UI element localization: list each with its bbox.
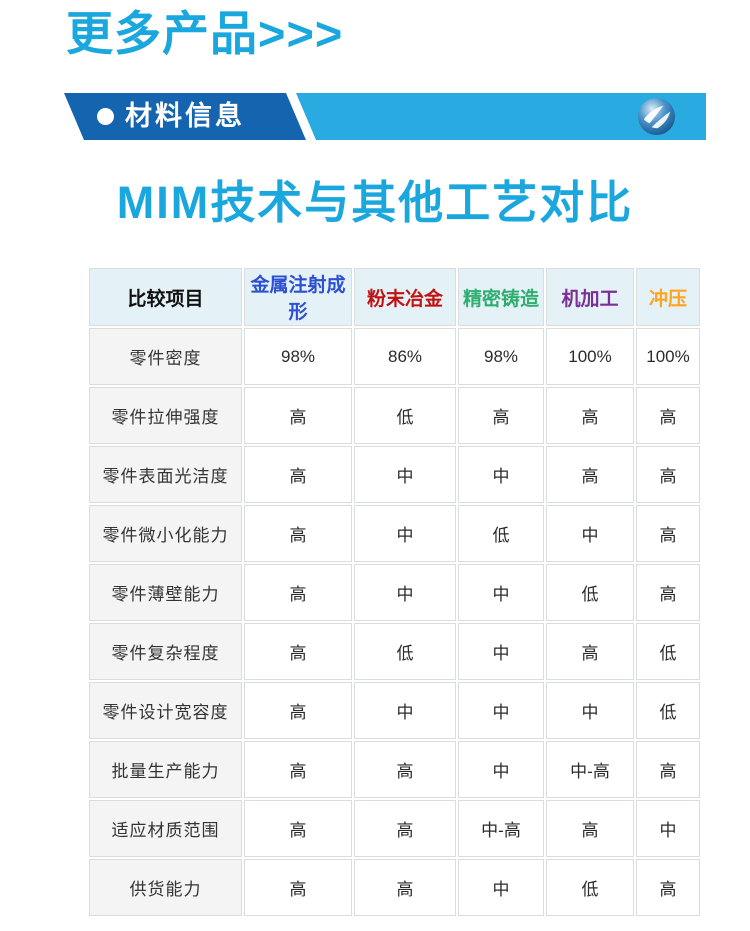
table-row: 零件设计宽容度 高 中 中 中 低 <box>89 682 700 739</box>
value-cell: 高 <box>636 505 700 562</box>
banner-label: 材料信息 <box>125 101 245 131</box>
row-label-cell: 零件薄壁能力 <box>89 564 242 621</box>
comparison-table: 比较项目 金属注射成形 粉末冶金 精密铸造 机加工 冲压 零件密度 98% 86… <box>87 266 702 918</box>
value-cell: 低 <box>354 623 456 680</box>
value-cell: 中-高 <box>546 741 634 798</box>
banner-background <box>64 93 706 140</box>
value-cell: 中 <box>458 741 544 798</box>
value-cell: 中 <box>354 505 456 562</box>
row-label-cell: 零件复杂程度 <box>89 623 242 680</box>
value-cell: 98% <box>244 328 352 385</box>
bullet-icon <box>97 108 114 125</box>
header-cell-machining: 机加工 <box>546 268 634 326</box>
value-cell: 低 <box>354 387 456 444</box>
header-cell-stamping: 冲压 <box>636 268 700 326</box>
company-logo-icon <box>637 97 676 136</box>
value-cell: 高 <box>546 387 634 444</box>
row-label-cell: 供货能力 <box>89 859 242 916</box>
header-cell-compare-item: 比较项目 <box>89 268 242 326</box>
table-row: 零件拉伸强度 高 低 高 高 高 <box>89 387 700 444</box>
value-cell: 中 <box>458 859 544 916</box>
table-row: 批量生产能力 高 高 中 中-高 高 <box>89 741 700 798</box>
value-cell: 高 <box>636 741 700 798</box>
value-cell: 中 <box>458 623 544 680</box>
value-cell: 高 <box>244 800 352 857</box>
comparison-table-wrap: 比较项目 金属注射成形 粉末冶金 精密铸造 机加工 冲压 零件密度 98% 86… <box>87 266 702 918</box>
value-cell: 中 <box>546 505 634 562</box>
value-cell: 高 <box>546 446 634 503</box>
value-cell: 高 <box>354 741 456 798</box>
value-cell: 98% <box>458 328 544 385</box>
value-cell: 高 <box>636 859 700 916</box>
value-cell: 中 <box>458 682 544 739</box>
row-label-cell: 批量生产能力 <box>89 741 242 798</box>
banner-light-parallelogram <box>296 93 706 140</box>
value-cell: 高 <box>354 859 456 916</box>
value-cell: 高 <box>244 505 352 562</box>
value-cell: 高 <box>244 387 352 444</box>
table-row: 供货能力 高 高 中 低 高 <box>89 859 700 916</box>
row-label-cell: 零件表面光洁度 <box>89 446 242 503</box>
row-label-cell: 零件密度 <box>89 328 242 385</box>
row-label-cell: 适应材质范围 <box>89 800 242 857</box>
value-cell: 高 <box>458 387 544 444</box>
value-cell: 低 <box>636 623 700 680</box>
value-cell: 高 <box>244 859 352 916</box>
value-cell: 中 <box>354 446 456 503</box>
value-cell: 高 <box>244 741 352 798</box>
material-info-banner: 材料信息 <box>0 93 750 140</box>
more-products-link[interactable]: 更多产品>>> <box>66 7 344 60</box>
row-label-cell: 零件拉伸强度 <box>89 387 242 444</box>
value-cell: 高 <box>244 564 352 621</box>
value-cell: 低 <box>546 859 634 916</box>
value-cell: 高 <box>636 446 700 503</box>
value-cell: 高 <box>244 682 352 739</box>
value-cell: 高 <box>546 800 634 857</box>
value-cell: 中 <box>458 564 544 621</box>
header-cell-mim: 金属注射成形 <box>244 268 352 326</box>
value-cell: 高 <box>636 387 700 444</box>
value-cell: 低 <box>546 564 634 621</box>
table-row: 零件密度 98% 86% 98% 100% 100% <box>89 328 700 385</box>
table-row: 零件微小化能力 高 中 低 中 高 <box>89 505 700 562</box>
header-cell-precision-casting: 精密铸造 <box>458 268 544 326</box>
value-cell: 中-高 <box>458 800 544 857</box>
value-cell: 中 <box>354 682 456 739</box>
value-cell: 高 <box>354 800 456 857</box>
table-row: 适应材质范围 高 高 中-高 高 中 <box>89 800 700 857</box>
value-cell: 中 <box>458 446 544 503</box>
value-cell: 低 <box>458 505 544 562</box>
value-cell: 100% <box>636 328 700 385</box>
table-row: 零件薄壁能力 高 中 中 低 高 <box>89 564 700 621</box>
table-row: 零件复杂程度 高 低 中 高 低 <box>89 623 700 680</box>
table-header-row: 比较项目 金属注射成形 粉末冶金 精密铸造 机加工 冲压 <box>89 268 700 326</box>
value-cell: 高 <box>546 623 634 680</box>
value-cell: 低 <box>636 682 700 739</box>
page-title: MIM技术与其他工艺对比 <box>116 177 634 228</box>
row-label-cell: 零件设计宽容度 <box>89 682 242 739</box>
value-cell: 86% <box>354 328 456 385</box>
value-cell: 中 <box>354 564 456 621</box>
value-cell: 100% <box>546 328 634 385</box>
value-cell: 中 <box>546 682 634 739</box>
value-cell: 高 <box>244 446 352 503</box>
value-cell: 高 <box>636 564 700 621</box>
header-cell-powder-metallurgy: 粉末冶金 <box>354 268 456 326</box>
row-label-cell: 零件微小化能力 <box>89 505 242 562</box>
value-cell: 高 <box>244 623 352 680</box>
value-cell: 中 <box>636 800 700 857</box>
banner-dark-parallelogram <box>64 93 306 140</box>
table-row: 零件表面光洁度 高 中 中 高 高 <box>89 446 700 503</box>
